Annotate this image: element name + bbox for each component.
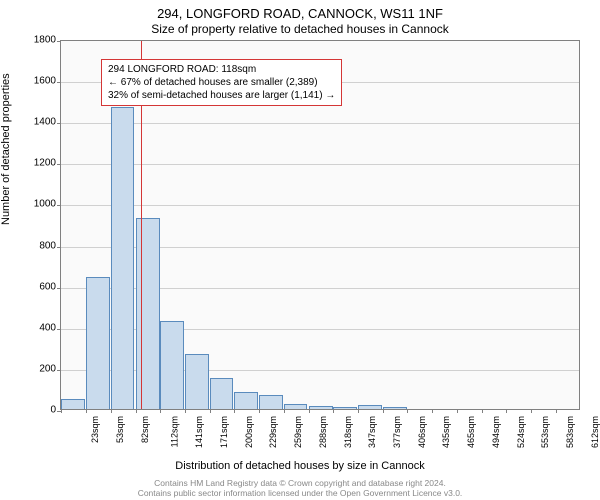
x-tick-label: 112sqm [169, 416, 179, 447]
x-tick-label: 53sqm [115, 416, 125, 443]
x-tick-label: 347sqm [367, 416, 377, 448]
x-tick [234, 409, 235, 413]
histogram-bar [210, 378, 234, 409]
y-tick [57, 288, 61, 289]
x-tick [407, 409, 408, 413]
footer-line1: Contains HM Land Registry data © Crown c… [0, 478, 600, 488]
x-tick [284, 409, 285, 413]
chart-title-line2: Size of property relative to detached ho… [0, 22, 600, 36]
y-tick-label: 800 [16, 240, 56, 251]
x-tick [259, 409, 260, 413]
x-tick [482, 409, 483, 413]
x-tick [61, 409, 62, 413]
y-tick-label: 600 [16, 281, 56, 292]
annotation-line: ← 67% of detached houses are smaller (2,… [108, 76, 335, 89]
x-tick-label: 318sqm [343, 416, 353, 448]
x-tick-label: 377sqm [392, 416, 402, 448]
y-tick [57, 247, 61, 248]
histogram-plot: 294 LONGFORD ROAD: 118sqm← 67% of detach… [60, 40, 580, 410]
histogram-bar [61, 399, 85, 409]
annotation-line: 294 LONGFORD ROAD: 118sqm [108, 63, 335, 76]
x-tick [506, 409, 507, 413]
y-tick-label: 1000 [16, 199, 56, 210]
x-tick [86, 409, 87, 413]
x-tick [185, 409, 186, 413]
y-tick [57, 370, 61, 371]
x-tick-label: 465sqm [466, 416, 476, 448]
histogram-bar [160, 321, 184, 409]
x-tick-label: 82sqm [140, 416, 150, 443]
x-tick-label: 259sqm [293, 416, 303, 448]
x-tick-label: 494sqm [491, 416, 501, 448]
histogram-bar [333, 407, 357, 409]
x-tick [136, 409, 137, 413]
y-tick-label: 0 [16, 405, 56, 416]
histogram-bar [185, 354, 209, 410]
x-tick [309, 409, 310, 413]
x-tick-label: 141sqm [194, 416, 204, 448]
y-axis-label: Number of detached properties [0, 73, 12, 225]
x-tick [432, 409, 433, 413]
y-tick-label: 1600 [16, 76, 56, 87]
y-tick-label: 1400 [16, 117, 56, 128]
x-tick [383, 409, 384, 413]
x-tick-label: 23sqm [90, 416, 100, 443]
footer-line2: Contains public sector information licen… [0, 488, 600, 498]
histogram-bar [358, 405, 382, 409]
gridline [61, 123, 579, 124]
histogram-bar [284, 404, 308, 409]
x-tick-label: 229sqm [268, 416, 278, 448]
x-tick-label: 524sqm [516, 416, 526, 448]
x-tick [160, 409, 161, 413]
histogram-bar [383, 407, 407, 409]
x-tick [333, 409, 334, 413]
histogram-bar [259, 395, 283, 409]
y-tick-label: 400 [16, 322, 56, 333]
x-tick [358, 409, 359, 413]
gridline [61, 164, 579, 165]
footer-attribution: Contains HM Land Registry data © Crown c… [0, 478, 600, 498]
x-tick [111, 409, 112, 413]
y-tick [57, 205, 61, 206]
gridline [61, 205, 579, 206]
x-tick-label: 406sqm [417, 416, 427, 448]
histogram-bar [86, 277, 110, 409]
x-tick-label: 612sqm [590, 416, 600, 448]
y-tick [57, 123, 61, 124]
x-tick [457, 409, 458, 413]
histogram-bar [234, 392, 258, 409]
histogram-bar [111, 107, 135, 409]
x-tick-label: 435sqm [441, 416, 451, 448]
y-tick [57, 329, 61, 330]
x-tick-label: 553sqm [540, 416, 550, 448]
x-tick-label: 171sqm [219, 416, 229, 448]
x-tick-label: 200sqm [244, 416, 254, 448]
x-axis-label: Distribution of detached houses by size … [0, 460, 600, 472]
chart-title-line1: 294, LONGFORD ROAD, CANNOCK, WS11 1NF [0, 6, 600, 21]
y-tick [57, 164, 61, 165]
x-tick [531, 409, 532, 413]
histogram-bar [136, 218, 160, 409]
y-tick-label: 1200 [16, 158, 56, 169]
y-tick-label: 200 [16, 363, 56, 374]
x-tick-label: 583sqm [565, 416, 575, 448]
annotation-line: 32% of semi-detached houses are larger (… [108, 89, 335, 102]
histogram-bar [309, 406, 333, 409]
y-tick [57, 41, 61, 42]
annotation-box: 294 LONGFORD ROAD: 118sqm← 67% of detach… [101, 59, 342, 106]
x-tick [210, 409, 211, 413]
y-tick-label: 1800 [16, 35, 56, 46]
x-tick [556, 409, 557, 413]
x-tick-label: 288sqm [318, 416, 328, 448]
y-tick [57, 82, 61, 83]
